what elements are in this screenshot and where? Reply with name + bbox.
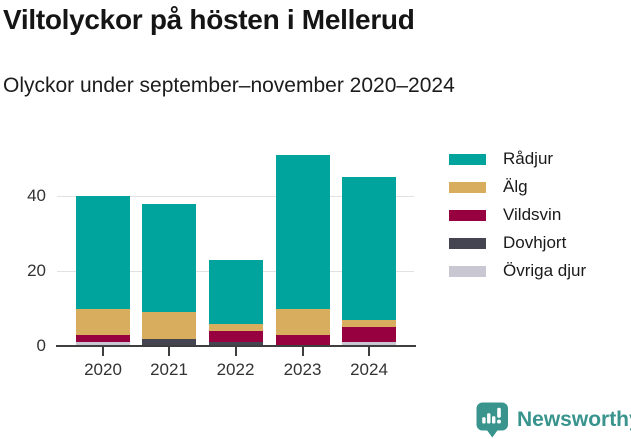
y-axis-label: 40 [27,186,46,205]
gridline [57,195,414,197]
x-axis-label: 2020 [84,360,122,379]
legend-item: Älg [449,173,586,201]
legend-item: Övriga djur [449,257,586,285]
x-axis-tick [168,347,170,356]
legend-item: Rådjur [449,145,586,173]
chart-title: Viltolyckor på hösten i Mellerud [3,4,415,35]
brand-name: Newsworthy [517,408,631,431]
y-axis-label: 0 [36,336,46,355]
bar-segment [208,323,263,331]
bar-segment [142,203,196,313]
bar-segment [76,196,130,309]
bar-segment [342,327,396,343]
bar-segment [342,342,396,346]
x-axis-label: 2022 [216,360,255,379]
legend-label: Dovhjort [503,233,567,252]
legend-swatch [449,237,486,249]
x-axis-tick [102,347,104,356]
bar-segment [275,334,330,346]
bar-segment [275,308,330,335]
legend-label: Vildsvin [503,205,562,224]
bar-segment [342,319,396,328]
legend-label: Älg [503,177,528,196]
bar-segment [76,308,130,335]
bar-segment [208,259,263,324]
legend-swatch [449,181,486,193]
x-axis-line [56,345,416,347]
legend-item: Vildsvin [449,201,586,229]
x-axis-label: 2024 [350,360,388,379]
legend-swatch [449,209,486,221]
bar-segment [208,331,263,343]
x-axis-tick [234,347,237,356]
legend-swatch [449,153,486,165]
legend-label: Rådjur [503,149,554,168]
bar-segment [142,338,196,346]
legend-label: Övriga djur [503,261,587,280]
y-axis-label: 20 [27,261,46,280]
newsworthy-logo-icon [476,402,508,438]
bar-segment [142,312,196,339]
bar-segment [275,154,330,309]
x-axis-tick [368,347,370,356]
legend-item: Dovhjort [449,229,586,257]
x-axis-label: 2023 [283,360,322,379]
x-axis-label: 2021 [150,360,188,379]
bar-segment [76,342,130,346]
bar-segment [76,334,130,343]
bar-segment [208,342,263,346]
x-axis-tick [301,347,304,356]
legend: Rådjur Älg Vildsvin Dovhjort Övriga djur [449,145,586,285]
brand: Newsworthy [476,402,631,438]
chart-subtitle: Olyckor under september–november 2020–20… [3,74,455,97]
bar-segment [342,177,396,320]
legend-swatch [449,265,486,277]
